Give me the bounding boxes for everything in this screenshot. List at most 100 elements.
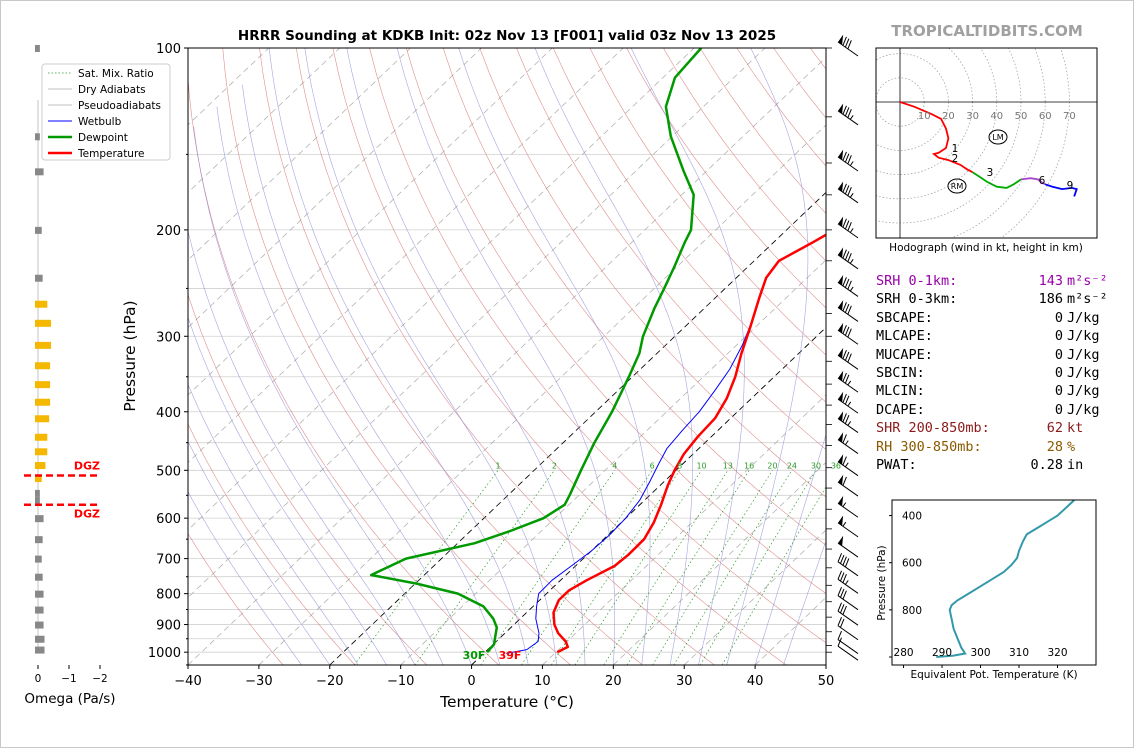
- barb-full: [842, 218, 847, 228]
- barb-staff: [837, 625, 859, 641]
- wind-barb: [826, 617, 859, 641]
- mixing-ratio-label: 20: [767, 461, 777, 470]
- barb-full: [842, 151, 847, 161]
- temperature-profile: [552, 233, 826, 654]
- skewt-x-label: Temperature (°C): [439, 693, 574, 711]
- wind-barb: [826, 149, 859, 172]
- wind-barb: [826, 495, 859, 518]
- omega-bar: [35, 448, 48, 456]
- omega-bar: [35, 398, 51, 406]
- pseudoadiabat-line: [188, 491, 302, 665]
- barb-pennant: [838, 181, 844, 192]
- barb-pennant: [838, 411, 844, 422]
- y-tick-label: 900: [156, 619, 181, 634]
- barb-full: [837, 617, 842, 626]
- parameters-table: SRH 0-1km: 143 m²s⁻² SRH 0-3km: 186 m²s⁻² SB…: [876, 272, 1116, 474]
- barb-full: [842, 590, 847, 600]
- omega-bar: [35, 646, 45, 654]
- param-srh3: SRH 0-3km: 186 m²s⁻²: [876, 291, 1108, 308]
- wind-barb: [826, 630, 859, 654]
- barb-pennant: [838, 391, 844, 402]
- hodograph-ring-label: 50: [1015, 111, 1028, 122]
- barb-full: [847, 328, 852, 338]
- barb-staff: [837, 398, 859, 414]
- barb-full: [844, 415, 850, 424]
- dry-adiabat-line: [188, 75, 499, 665]
- dry-adiabat-line: [552, 48, 826, 403]
- omega-bar: [35, 415, 50, 423]
- barb-pennant: [838, 103, 844, 114]
- pseudoadiabat-line: [346, 48, 586, 665]
- y-tick-label: 700: [156, 553, 181, 568]
- barb-pennant: [838, 34, 844, 45]
- barb-full: [847, 222, 852, 231]
- barb-full: [844, 395, 850, 405]
- param-mlcape: MLCAPE: 0 J/kg: [876, 328, 1100, 345]
- omega-bar: [35, 515, 44, 523]
- omega-x-label: Omega (Pa/s): [24, 691, 115, 707]
- dry-adiabat-line: [295, 48, 715, 665]
- barb-half: [844, 462, 849, 468]
- mixing-ratio-line: [721, 486, 826, 665]
- x-tick-label: −40: [174, 674, 201, 689]
- pseudoadiabat-line: [534, 48, 693, 665]
- omega-bar: [35, 497, 40, 505]
- wind-barb: [826, 181, 859, 204]
- barb-half: [849, 228, 854, 233]
- hodograph-trace: [1044, 183, 1078, 197]
- dewpoint-profile: [369, 48, 703, 654]
- pseudoadiabat-line: [726, 48, 809, 665]
- dry-adiabat-line: [369, 48, 826, 644]
- barb-full: [842, 574, 847, 583]
- wind-barb: [826, 370, 859, 393]
- barb-full: [847, 280, 852, 290]
- skewt-frame: [187, 47, 827, 666]
- isotherm-line: [188, 48, 766, 598]
- barb-full: [847, 353, 852, 363]
- theta-e-x-tick-label: 320: [1047, 647, 1067, 659]
- isotherm-line: [188, 48, 411, 261]
- dry-adiabat-line: [188, 532, 284, 665]
- mixing-ratio-line: [652, 470, 773, 665]
- barb-half: [849, 115, 854, 120]
- barb-full: [842, 372, 847, 382]
- isotherm-line: [188, 48, 482, 328]
- hodograph-ring-label: 30: [966, 111, 979, 122]
- dgz-label: DGZ: [74, 460, 100, 473]
- x-tick-label: 50: [818, 674, 835, 689]
- barb-full: [842, 476, 847, 486]
- legend-entry: Wetbulb: [78, 116, 122, 128]
- x-tick-label: 20: [605, 674, 622, 689]
- x-tick-label: 10: [534, 674, 551, 689]
- wind-barb: [826, 454, 859, 477]
- omega-bar: [35, 133, 40, 141]
- param-rh: RH 300-850mb: 28%: [876, 438, 1076, 455]
- barb-full: [847, 187, 852, 196]
- y-tick-label: 400: [156, 406, 181, 421]
- omega-bar: [35, 606, 44, 614]
- param-pwat: PWAT: 0.28 in: [876, 457, 1084, 474]
- chart-title: HRRR Sounding at KDKB Init: 02z Nov 13 […: [238, 28, 776, 44]
- barb-half: [842, 521, 847, 527]
- wind-barb: [826, 34, 859, 57]
- y-tick-label: 500: [156, 464, 181, 479]
- param-mucape: MUCAPE: 0 J/kg: [876, 346, 1100, 363]
- barb-half: [847, 401, 852, 407]
- theta-e-frame: [891, 499, 1097, 666]
- y-tick-label: 200: [156, 224, 181, 239]
- isotherm-line: [188, 48, 340, 193]
- barb-full: [844, 558, 850, 568]
- isotherm-line: [188, 56, 826, 665]
- pseudoadiabat-line: [216, 106, 472, 665]
- barb-half: [849, 286, 854, 292]
- barb-pennant: [838, 247, 844, 258]
- brand-watermark: TROPICALTIDBITS.COM: [891, 22, 1083, 40]
- wind-barb: [826, 587, 859, 611]
- wind-barb: [826, 535, 859, 558]
- wind-barb: [826, 432, 859, 454]
- barb-full: [844, 38, 850, 48]
- mixing-ratio-label: 16: [744, 461, 754, 470]
- barb-full: [837, 570, 842, 580]
- omega-tick-label: −2: [92, 673, 107, 685]
- mixing-ratio-label: 4: [612, 461, 617, 470]
